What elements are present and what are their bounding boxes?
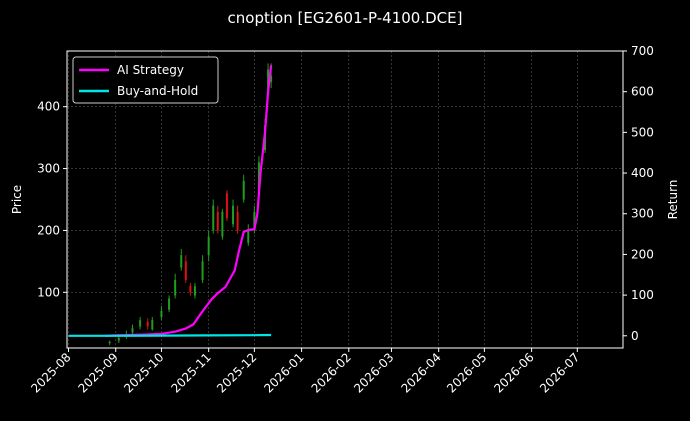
candle-body [236, 211, 239, 231]
candle-body [247, 230, 250, 243]
candle-body [232, 205, 235, 225]
x-tick-label: 2025-12 [214, 350, 259, 395]
y-left-tick-label: 300 [37, 162, 60, 176]
candle-body [193, 286, 196, 296]
buy-and-hold-line [68, 333, 272, 337]
x-tick-label: 2026-04 [398, 350, 443, 395]
x-tick-label: 2025-09 [76, 350, 121, 395]
y-right-tick-label: 700 [631, 44, 654, 58]
candle-body [253, 211, 256, 231]
candle-body [267, 69, 270, 95]
candle-body [174, 279, 177, 296]
y-left-tick-label: 400 [37, 100, 60, 114]
y-right-tick-label: 400 [631, 166, 654, 180]
x-tick-label: 2026-01 [261, 350, 306, 395]
candle-body [151, 320, 154, 330]
x-tick-label: 2025-11 [168, 350, 213, 395]
x-tick-label: 2025-08 [28, 350, 73, 395]
legend: AI Strategy Buy-and-Hold [72, 56, 219, 104]
y-right-tick-label: 200 [631, 247, 654, 261]
candle-body [168, 298, 171, 310]
y-right-tick-label: 500 [631, 125, 654, 139]
y-axis-right-label: Return [666, 180, 680, 220]
candle-body [131, 328, 134, 333]
y-right-tick-label: 600 [631, 85, 654, 99]
candle-body [117, 338, 120, 341]
candle-body [257, 162, 260, 194]
chart-title: cnoption [EG2601-P-4100.DCE] [228, 9, 463, 27]
x-tick-label: 2026-02 [309, 350, 354, 395]
candle-body [189, 286, 192, 293]
candle-body [221, 211, 224, 237]
candle-body [146, 322, 149, 327]
y-right-tick-label: 100 [631, 288, 654, 302]
y-axis-left-label: Price [10, 185, 24, 214]
x-tick-label: 2026-05 [444, 350, 489, 395]
y-right-tick-label: 0 [631, 329, 639, 343]
ai-strategy-line [105, 65, 273, 337]
candle-body [270, 75, 273, 82]
candle-body [180, 255, 183, 268]
x-tick-label: 2026-07 [537, 350, 582, 395]
x-tick-label: 2026-06 [491, 350, 536, 395]
candle-body [160, 310, 163, 318]
candle-body [207, 236, 210, 256]
candle-body [201, 261, 204, 280]
candle-body [242, 180, 245, 200]
legend-label-buy-and-hold: Buy-and-Hold [117, 84, 198, 98]
candle-body [184, 261, 187, 280]
y-left-tick-label: 200 [37, 223, 60, 237]
candles [108, 63, 273, 345]
y-right-tick-label: 300 [631, 207, 654, 221]
candle-body [225, 193, 228, 219]
candle-body [212, 205, 215, 231]
series-lines [68, 65, 273, 337]
x-tick-label: 2026-03 [351, 350, 396, 395]
legend-label-ai-strategy: AI Strategy [117, 63, 184, 77]
plot-frame [66, 50, 624, 349]
legend-box [72, 56, 219, 104]
candle-body [139, 320, 142, 327]
candle-body [216, 211, 219, 231]
x-tick-label: 2025-10 [121, 350, 166, 395]
y-left-tick-label: 100 [37, 285, 60, 299]
candle-body [108, 341, 111, 344]
